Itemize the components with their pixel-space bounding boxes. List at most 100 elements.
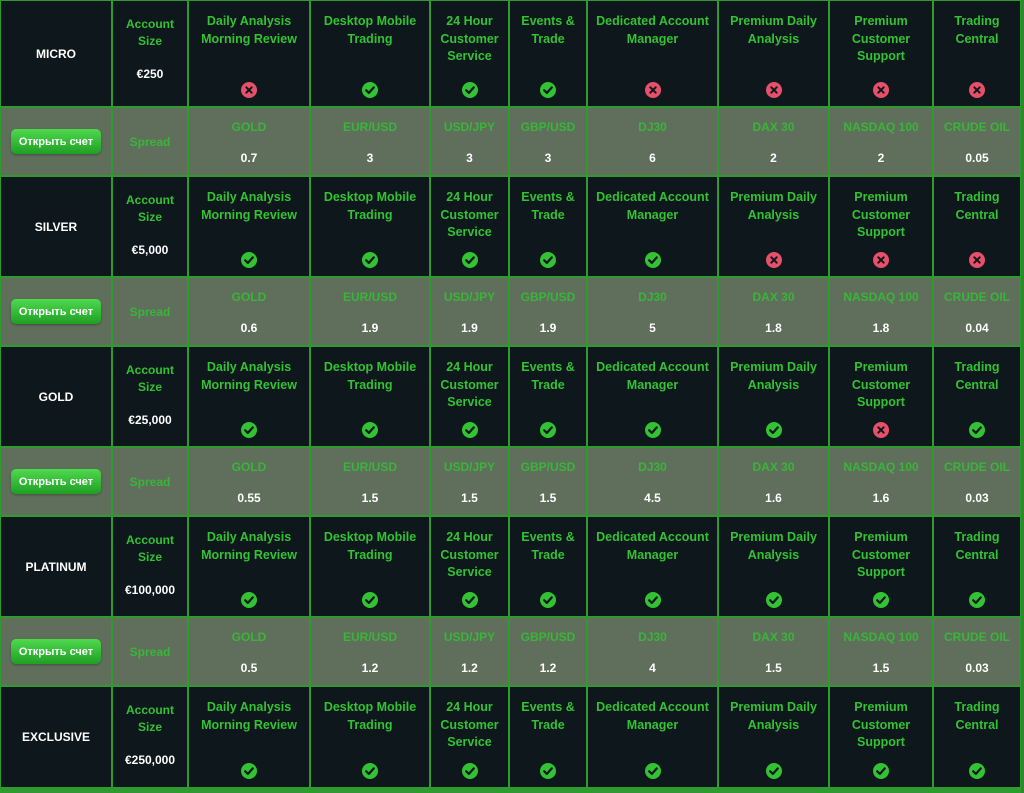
check-icon bbox=[540, 82, 556, 98]
spread-cell: DJ30 4 bbox=[587, 617, 718, 686]
check-icon bbox=[540, 592, 556, 608]
spread-value: 1.2 bbox=[461, 661, 478, 675]
feature-label: Daily Analysis Morning Review bbox=[201, 14, 297, 46]
feature-label: 24 Hour Customer Service bbox=[440, 360, 499, 409]
account-size-cell: Account Size €250 bbox=[112, 0, 188, 107]
instrument-name: GOLD bbox=[231, 460, 267, 474]
feature-cell: 24 Hour Customer Service bbox=[430, 176, 509, 277]
feature-label: Events & Trade bbox=[521, 700, 575, 732]
spread-value: 0.5 bbox=[240, 661, 258, 675]
open-account-button[interactable]: Открыть счет bbox=[11, 299, 101, 324]
feature-cell: Premium Customer Support bbox=[829, 516, 933, 617]
feature-cell: 24 Hour Customer Service bbox=[430, 516, 509, 617]
spread-value: 3 bbox=[366, 151, 374, 165]
spread-cell: DAX 30 2 bbox=[718, 107, 829, 176]
check-icon bbox=[362, 82, 378, 98]
instrument-name: EUR/USD bbox=[342, 120, 397, 134]
instrument-name: CRUDE OIL bbox=[944, 120, 1010, 134]
feature-cell: 24 Hour Customer Service bbox=[430, 686, 509, 788]
spread-label-cell: Spread bbox=[112, 617, 188, 686]
spread-value: 2 bbox=[877, 151, 885, 165]
spread-label: Spread bbox=[129, 134, 171, 149]
instrument-name: NASDAQ 100 bbox=[843, 120, 919, 134]
instrument-name: EUR/USD bbox=[342, 460, 397, 474]
feature-cell: Daily Analysis Morning Review bbox=[188, 516, 310, 617]
feature-label: Premium Customer Support bbox=[851, 360, 911, 409]
spread-cell: CRUDE OIL 0.03 bbox=[933, 447, 1021, 516]
feature-cell: Premium Customer Support bbox=[829, 176, 933, 277]
account-size-cell: Account Size €250,000 bbox=[112, 686, 188, 788]
open-account-cell: Открыть счет bbox=[0, 447, 112, 516]
feature-label: Premium Daily Analysis bbox=[730, 190, 817, 222]
feature-cell: 24 Hour Customer Service bbox=[430, 346, 509, 447]
feature-label: Trading Central bbox=[954, 190, 1000, 222]
check-icon bbox=[241, 422, 257, 438]
feature-label: Trading Central bbox=[954, 530, 1000, 562]
instrument-name: USD/JPY bbox=[443, 290, 496, 304]
spread-label-cell: Spread bbox=[112, 447, 188, 516]
instrument-name: NASDAQ 100 bbox=[843, 290, 919, 304]
spread-cell: GOLD 0.6 bbox=[188, 277, 310, 346]
spread-value: 1.2 bbox=[539, 661, 557, 675]
instrument-name: NASDAQ 100 bbox=[843, 460, 919, 474]
spread-cell: USD/JPY 1.2 bbox=[430, 617, 509, 686]
instrument-name: CRUDE OIL bbox=[944, 630, 1010, 644]
account-size-value: €25,000 bbox=[128, 413, 172, 427]
feature-label: Desktop Mobile Trading bbox=[323, 360, 417, 392]
feature-cell: Premium Customer Support bbox=[829, 346, 933, 447]
feature-label: Premium Daily Analysis bbox=[730, 700, 817, 732]
check-icon bbox=[873, 763, 889, 779]
spread-value: 0.03 bbox=[965, 491, 989, 505]
instrument-name: GBP/USD bbox=[520, 120, 576, 134]
check-icon bbox=[540, 422, 556, 438]
cross-icon bbox=[765, 252, 782, 268]
feature-cell: Premium Customer Support bbox=[829, 0, 933, 107]
feature-cell: Premium Daily Analysis bbox=[718, 686, 829, 788]
spread-value: 0.05 bbox=[965, 151, 989, 165]
feature-label: 24 Hour Customer Service bbox=[440, 700, 499, 749]
instrument-name: DJ30 bbox=[638, 290, 667, 304]
spread-value: 5 bbox=[649, 321, 656, 335]
feature-label: Desktop Mobile Trading bbox=[323, 14, 417, 46]
check-icon bbox=[644, 592, 661, 608]
open-account-cell: Открыть счет bbox=[0, 277, 112, 346]
feature-cell: Trading Central bbox=[933, 0, 1021, 107]
instrument-name: GOLD bbox=[231, 630, 267, 644]
check-icon bbox=[362, 592, 378, 608]
feature-label: Premium Daily Analysis bbox=[730, 14, 817, 46]
spread-cell: DJ30 4.5 bbox=[587, 447, 718, 516]
spread-cell: GBP/USD 1.5 bbox=[509, 447, 587, 516]
spread-cell: GOLD 0.55 bbox=[188, 447, 310, 516]
feature-cell: 24 Hour Customer Service bbox=[430, 0, 509, 107]
check-icon bbox=[969, 592, 985, 608]
open-account-button[interactable]: Открыть счет bbox=[11, 639, 101, 664]
spread-cell: CRUDE OIL 0.03 bbox=[933, 617, 1021, 686]
open-account-button[interactable]: Открыть счет bbox=[11, 469, 101, 494]
feature-cell: Dedicated Account Manager bbox=[587, 686, 718, 788]
tier-name: MICRO bbox=[0, 0, 112, 107]
account-size-label: Account Size bbox=[126, 17, 174, 48]
check-icon bbox=[241, 252, 257, 268]
feature-label: Trading Central bbox=[954, 700, 1000, 732]
cross-icon bbox=[873, 422, 889, 438]
open-account-cell: Открыть счет bbox=[0, 617, 112, 686]
account-size-cell: Account Size €5,000 bbox=[112, 176, 188, 277]
spread-label-cell: Spread bbox=[112, 277, 188, 346]
feature-cell: Dedicated Account Manager bbox=[587, 346, 718, 447]
feature-label: Premium Customer Support bbox=[851, 700, 911, 749]
feature-label: Events & Trade bbox=[521, 190, 575, 222]
instrument-name: CRUDE OIL bbox=[944, 290, 1010, 304]
spread-value: 1.9 bbox=[361, 321, 379, 335]
spread-cell: USD/JPY 1.5 bbox=[430, 447, 509, 516]
spread-value: 4 bbox=[649, 661, 656, 675]
spread-cell: DAX 30 1.5 bbox=[718, 617, 829, 686]
spread-value: 1.5 bbox=[461, 491, 478, 505]
feature-cell: Desktop Mobile Trading bbox=[310, 176, 430, 277]
spread-cell: NASDAQ 100 1.6 bbox=[829, 447, 933, 516]
feature-label: Daily Analysis Morning Review bbox=[201, 530, 297, 562]
open-account-button[interactable]: Открыть счет bbox=[11, 129, 101, 154]
check-icon bbox=[461, 252, 478, 268]
feature-label: 24 Hour Customer Service bbox=[440, 14, 499, 63]
spread-value: 0.55 bbox=[237, 491, 261, 505]
